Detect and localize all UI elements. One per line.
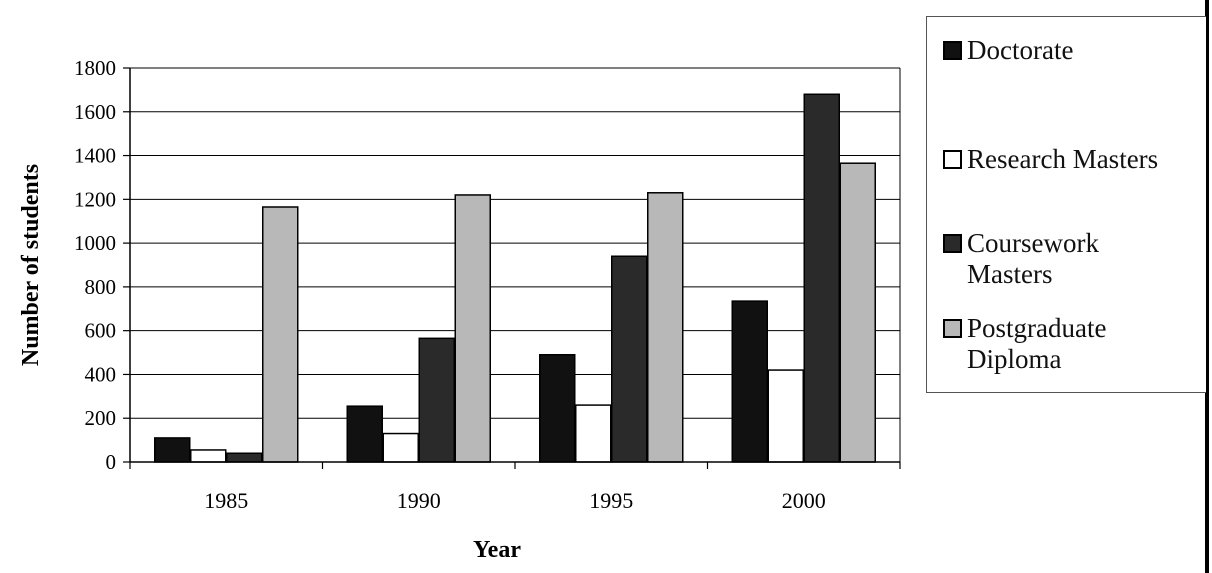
y-tick-label: 0 [106, 450, 117, 474]
bar-doctorate-2000 [731, 300, 768, 463]
bar-research-masters-1990 [382, 432, 419, 463]
y-tick-label: 1000 [74, 231, 116, 255]
bar-doctorate-1995 [539, 353, 576, 463]
bar-postgraduate-diploma-2000 [839, 162, 876, 463]
legend: Doctorate Research Masters Coursework Ma… [926, 16, 1206, 393]
legend-item-coursework-masters: Coursework Masters [943, 228, 1143, 290]
legend-item-doctorate: Doctorate [943, 35, 1073, 66]
x-axis-label: Year [473, 537, 521, 563]
legend-label: Coursework Masters [967, 228, 1099, 289]
bar-coursework-masters-2000 [803, 93, 840, 463]
bar-coursework-masters-1990 [418, 337, 455, 463]
axes [129, 67, 901, 463]
y-axis-label: Number of students [18, 164, 44, 366]
legend-swatch-research-masters [943, 150, 962, 169]
x-tick-label: 1985 [204, 488, 248, 513]
bar-research-masters-1995 [575, 404, 612, 463]
bars [154, 93, 876, 463]
legend-label: Research Masters [967, 144, 1159, 174]
bar-postgraduate-diploma-1990 [454, 194, 491, 463]
x-tick-labels: 1985 1990 1995 2000 [129, 462, 901, 513]
legend-label: Postgraduate Diploma [967, 313, 1107, 374]
y-tick-label: 800 [85, 275, 117, 299]
bar-postgraduate-diploma-1995 [647, 192, 684, 463]
bar-doctorate-1985 [154, 437, 191, 463]
legend-item-research-masters: Research Masters [943, 144, 1158, 175]
y-tick-label: 600 [85, 319, 117, 343]
y-tick-label: 1400 [74, 144, 116, 168]
y-tick-label: 1200 [74, 187, 116, 211]
bar-coursework-masters-1985 [226, 452, 263, 463]
y-tick-label: 200 [85, 406, 117, 430]
y-tick-label: 1800 [74, 56, 116, 80]
y-tick-labels: 0 200 400 600 800 1000 1200 1400 1600 1800 [74, 56, 130, 474]
x-tick-label: 2000 [782, 488, 826, 513]
y-tick-label: 400 [85, 362, 117, 386]
x-tick-label: 1990 [397, 488, 441, 513]
grid-lines [130, 67, 900, 419]
x-tick-label: 1995 [589, 488, 633, 513]
bar-doctorate-1990 [346, 405, 383, 463]
frame-border [1205, 0, 1209, 573]
bar-research-masters-1985 [190, 449, 227, 463]
legend-swatch-coursework-masters [943, 234, 962, 253]
legend-swatch-postgraduate-diploma [943, 319, 962, 338]
bar-coursework-masters-1995 [611, 255, 648, 463]
legend-label: Doctorate [967, 35, 1074, 65]
legend-swatch-doctorate [943, 41, 962, 60]
y-tick-label: 1600 [74, 100, 116, 124]
bar-postgraduate-diploma-1985 [262, 206, 299, 463]
legend-item-postgraduate-diploma: Postgraduate Diploma [943, 313, 1143, 375]
bar-research-masters-2000 [767, 369, 804, 463]
